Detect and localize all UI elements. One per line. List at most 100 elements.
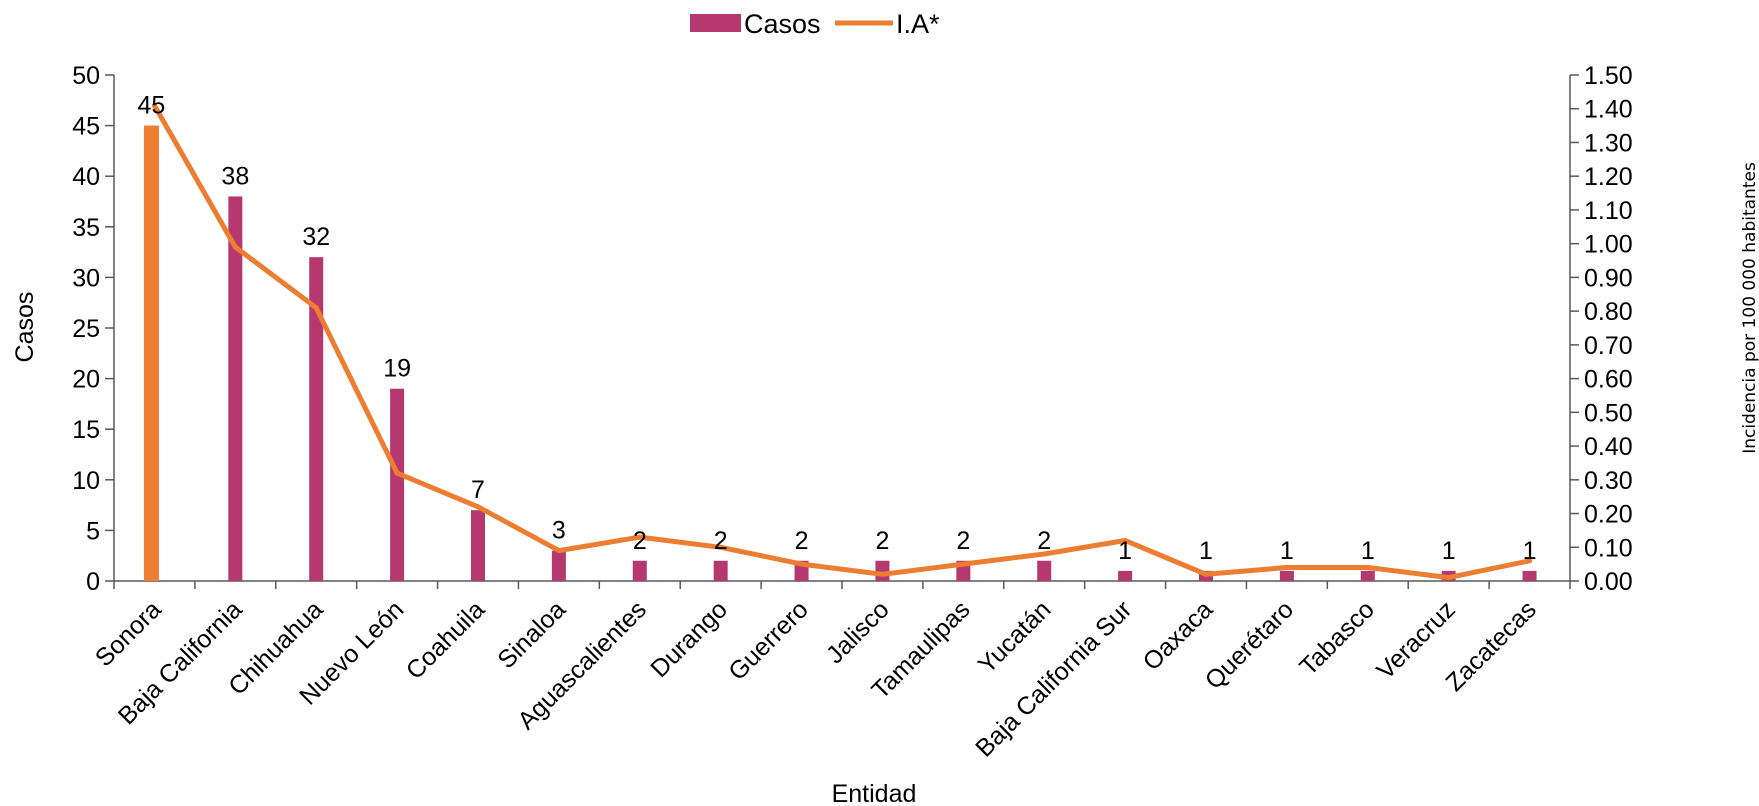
bar-data-label: 7 <box>471 476 485 504</box>
ia-point <box>394 470 400 476</box>
bars <box>143 125 1537 581</box>
bar-data-label: 3 <box>552 517 566 545</box>
y2-tick-label: 0.00 <box>1584 568 1633 596</box>
y-tick-label: 5 <box>86 517 100 545</box>
bar-chihuahua <box>309 257 324 581</box>
bar-data-label: 2 <box>795 527 809 555</box>
bar-tabasco <box>1360 570 1375 581</box>
legend-label-casos: Casos <box>744 9 821 39</box>
bar-durango <box>713 560 728 581</box>
y2-tick-label: 0.50 <box>1584 399 1633 427</box>
bar-data-label: 2 <box>633 527 647 555</box>
y-axis-title: Casos <box>11 292 39 363</box>
bar-data-label: 19 <box>383 355 411 383</box>
x-tick-label: Sinaloa <box>492 595 571 674</box>
ia-point <box>1446 575 1452 581</box>
axes: 0 5 10 15 20 25 30 35 40 45 50 0.00 0.10 0.20 0.30 0.40… <box>72 62 1632 596</box>
bar-sonora <box>143 125 159 581</box>
ia-point <box>1041 551 1047 557</box>
ia-point <box>1284 565 1290 571</box>
bar-data-label: 38 <box>221 162 249 190</box>
x-tick-label: Baja California Sur <box>970 595 1137 762</box>
ia-point <box>232 244 238 250</box>
bar-aguascalientes <box>632 560 647 581</box>
bar-data-label: 2 <box>875 527 889 555</box>
y-tick-label: 45 <box>72 113 100 141</box>
y-tick-label: 50 <box>72 62 100 90</box>
x-tick-label: Jalisco <box>821 595 895 669</box>
x-tick-label: Querétaro <box>1200 595 1299 694</box>
ia-point <box>1527 558 1533 564</box>
ia-point <box>1203 571 1209 577</box>
ia-point <box>637 534 643 540</box>
y-tick-label: 0 <box>86 568 100 596</box>
ia-point <box>718 544 724 550</box>
x-tick-label: Oaxaca <box>1138 595 1219 676</box>
ia-point <box>475 504 481 510</box>
legend-swatch-casos <box>690 14 741 32</box>
y2-tick-label: 0.20 <box>1584 501 1633 529</box>
bar-coahuila <box>471 510 485 581</box>
y2-tick-label: 0.10 <box>1584 534 1633 562</box>
x-tick-label: Tabasco <box>1294 595 1380 681</box>
bar-quer-taro <box>1279 570 1294 581</box>
bar-data-label: 1 <box>1442 537 1456 565</box>
bar-data-label: 32 <box>302 223 330 251</box>
y-tick-label: 40 <box>72 163 100 191</box>
y2-tick-label: 0.60 <box>1584 366 1633 394</box>
bar-data-label: 2 <box>1037 527 1051 555</box>
y2-tick-label: 0.70 <box>1584 332 1633 360</box>
y2-tick-label: 1.20 <box>1584 163 1633 191</box>
y2-axis-title: Incidencia por 100 000 habitantes <box>1740 162 1759 454</box>
x-tick-label: Coahuila <box>401 595 491 685</box>
bar-baja-california-sur <box>1118 570 1133 581</box>
y-tick-label: 35 <box>72 214 100 242</box>
y2-tick-label: 1.30 <box>1584 129 1633 157</box>
ia-point <box>879 571 885 577</box>
y-tick-label: 20 <box>72 366 100 394</box>
bar-nuevo-le-n <box>390 388 405 581</box>
line-series <box>151 102 1533 581</box>
bar-data-label: 1 <box>1523 537 1537 565</box>
x-axis-title: Entidad <box>832 780 917 806</box>
bar-data-label: 2 <box>956 527 970 555</box>
x-tick-label: Sonora <box>90 595 167 672</box>
bar-jalisco <box>875 560 890 581</box>
ia-point <box>1122 538 1128 544</box>
bar-data-label: 1 <box>1361 537 1375 565</box>
x-tick-label: Yucatán <box>973 595 1057 679</box>
bar-baja-california <box>228 196 243 581</box>
legend-label-ia: I.A* <box>896 9 940 39</box>
ia-point <box>151 102 157 108</box>
y2-tick-label: 0.80 <box>1584 298 1633 326</box>
ia-point <box>1365 565 1371 571</box>
y-tick-label: 25 <box>72 315 100 343</box>
y2-tick-label: 1.10 <box>1584 197 1633 225</box>
y-tick-label: 10 <box>72 467 100 495</box>
ia-point <box>556 548 562 554</box>
bar-data-label: 1 <box>1199 537 1213 565</box>
legend: Casos I.A* <box>690 9 940 39</box>
y2-tick-label: 1.40 <box>1584 96 1633 124</box>
bar-data-label: 2 <box>714 527 728 555</box>
y-tick-label: 15 <box>72 416 100 444</box>
ia-line <box>151 102 1533 581</box>
ia-point <box>313 305 319 311</box>
bar-zacatecas <box>1522 570 1537 581</box>
y2-tick-label: 0.90 <box>1584 264 1633 292</box>
bar-yucat-n <box>1037 560 1052 581</box>
bar-data-label: 1 <box>1280 537 1294 565</box>
bar-sinaloa <box>551 550 566 581</box>
y2-tick-label: 0.40 <box>1584 433 1633 461</box>
y-tick-label: 30 <box>72 264 100 292</box>
y2-tick-label: 0.30 <box>1584 467 1633 495</box>
y2-tick-label: 1.50 <box>1584 62 1633 90</box>
ia-point <box>960 561 966 567</box>
y2-tick-label: 1.00 <box>1584 231 1633 259</box>
ia-point <box>799 561 805 567</box>
x-tick-label: Durango <box>645 595 733 683</box>
bar-data-label: 45 <box>138 92 166 120</box>
